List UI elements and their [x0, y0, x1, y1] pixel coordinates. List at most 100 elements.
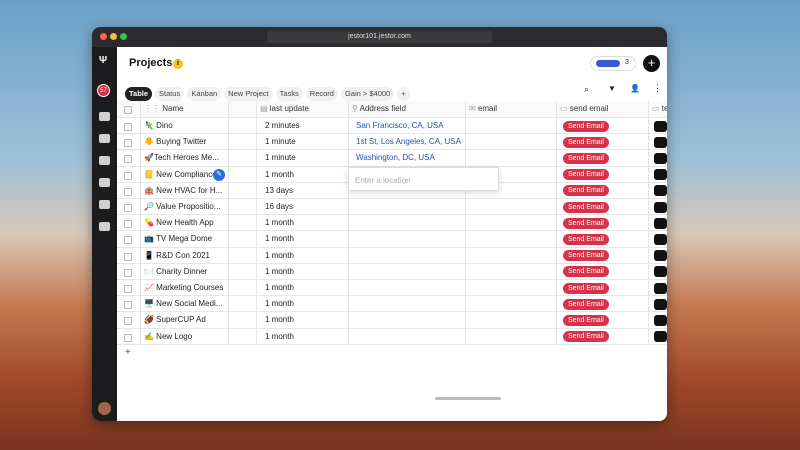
column-header[interactable]: ⚲ Address field	[352, 101, 457, 117]
last-update-cell[interactable]: 2 minutes	[265, 121, 300, 130]
user-avatar[interactable]	[98, 402, 111, 415]
te-cell-icon[interactable]	[654, 201, 667, 213]
send-email-button[interactable]: Send Email	[563, 233, 609, 245]
send-email-button[interactable]: Send Email	[563, 266, 609, 278]
scrollbar[interactable]	[435, 397, 501, 400]
name-cell[interactable]: 🦎 Dino	[144, 121, 173, 130]
url-bar[interactable]: jestor101.jestor.com	[267, 31, 492, 43]
tab[interactable]: Gain > $4000	[340, 87, 395, 101]
close[interactable]	[100, 33, 107, 40]
send-email-button[interactable]: Send Email	[563, 314, 609, 326]
checkbox[interactable]	[124, 285, 132, 293]
icon[interactable]	[99, 222, 110, 231]
user-icon[interactable]: 👤	[630, 84, 640, 93]
name-cell[interactable]: 📺 TV Mega Dome	[144, 234, 213, 244]
te-cell-icon[interactable]	[654, 331, 667, 343]
last-update-cell[interactable]: 16 days	[265, 202, 294, 211]
te-cell-icon[interactable]	[654, 136, 667, 148]
send-email-button[interactable]: Send Email	[563, 282, 609, 294]
te-cell-icon[interactable]	[654, 314, 667, 326]
send-email-button[interactable]: Send Email	[563, 185, 609, 197]
te-cell-icon[interactable]	[654, 185, 667, 197]
checkbox[interactable]	[124, 204, 132, 212]
checkbox[interactable]	[124, 123, 132, 131]
tab[interactable]: Tasks	[275, 87, 303, 101]
tab[interactable]: +	[397, 87, 410, 101]
column-header[interactable]: ▭ send email	[560, 101, 640, 117]
name-cell[interactable]: 💊 New Health App	[144, 218, 214, 228]
last-update-cell[interactable]: 1 month	[265, 283, 294, 292]
send-email-button[interactable]: Send Email	[563, 250, 609, 262]
last-update-cell[interactable]: 1 month	[265, 234, 294, 244]
column-header[interactable]: ✉ email	[469, 101, 548, 117]
te-cell-icon[interactable]	[654, 233, 667, 245]
te-cell-icon[interactable]	[654, 169, 667, 181]
checkbox[interactable]	[124, 236, 132, 245]
te-cell-icon[interactable]	[654, 152, 667, 164]
add-row[interactable]: +	[125, 346, 131, 358]
last-update-cell[interactable]: 1 month	[265, 299, 294, 309]
tab[interactable]: Record	[305, 87, 338, 101]
column-header[interactable]: ⋮⋮ Name	[144, 101, 220, 117]
send-email-button[interactable]: Send Email	[563, 152, 609, 164]
search-icon[interactable]: ⌕	[584, 84, 590, 94]
last-update-cell[interactable]: 1 month	[265, 315, 294, 325]
last-update-cell[interactable]: 1 minute	[265, 137, 296, 147]
send-email-button[interactable]: Send Email	[563, 136, 609, 148]
filter-icon[interactable]: ▼	[608, 84, 616, 93]
send-email-button[interactable]: Send Email	[563, 298, 609, 310]
send-email-button[interactable]: Send Email	[563, 217, 609, 229]
checkbox[interactable]	[124, 317, 132, 326]
name-cell[interactable]: 📈 Marketing Courses	[144, 283, 224, 292]
last-update-cell[interactable]: 1 month	[265, 250, 294, 260]
te-cell-icon[interactable]	[654, 282, 667, 294]
icon[interactable]	[99, 112, 110, 121]
name-cell[interactable]: 📒 New Compliance	[144, 169, 217, 179]
address-cell[interactable]: San Francisco, CA, USA	[356, 121, 444, 130]
last-update-cell[interactable]: 1 month	[265, 218, 294, 228]
last-update-cell[interactable]: 13 days	[265, 185, 294, 195]
column-header[interactable]: ▤ last update	[260, 101, 340, 117]
info-icon[interactable]: i	[173, 59, 183, 69]
send-email-button[interactable]: Send Email	[563, 331, 609, 343]
last-update-cell[interactable]: 1 month	[265, 331, 294, 341]
name-cell[interactable]: ✍️ New Logo	[144, 331, 193, 341]
tab[interactable]: Kanban	[187, 87, 222, 101]
logo[interactable]: Ψ	[99, 55, 108, 66]
send-email-button[interactable]: Send Email	[563, 201, 609, 213]
checkbox[interactable]	[124, 252, 132, 261]
last-update-cell[interactable]: 1 minute	[265, 153, 296, 163]
checkbox[interactable]	[124, 333, 132, 342]
icon[interactable]	[99, 200, 110, 209]
te-cell-icon[interactable]	[654, 266, 667, 278]
send-email-button[interactable]: Send Email	[563, 169, 609, 181]
checkbox[interactable]	[124, 268, 132, 277]
checkbox[interactable]	[124, 187, 132, 196]
address-cell[interactable]: Washington, DC, USA	[356, 153, 435, 163]
location-input[interactable]: Enter a location	[355, 176, 411, 185]
te-cell-icon[interactable]	[654, 217, 667, 229]
name-cell[interactable]: 🔎 Value Propositio...	[144, 202, 221, 211]
checkbox[interactable]	[124, 155, 132, 164]
checkbox[interactable]	[124, 106, 132, 114]
name-cell[interactable]: 🐥 Buying Twitter	[144, 137, 207, 147]
te-cell-icon[interactable]	[654, 250, 667, 262]
last-update-cell[interactable]: 1 month	[265, 169, 294, 179]
name-cell[interactable]: 📱 R&D Con 2021	[144, 250, 210, 260]
icon[interactable]	[99, 178, 110, 187]
name-cell[interactable]: 🚀Tech Heroes Me...	[144, 153, 219, 163]
checkbox[interactable]	[124, 139, 132, 148]
te-cell-icon[interactable]	[654, 120, 667, 132]
te-cell-icon[interactable]	[654, 298, 667, 310]
notification-badge[interactable]: 57	[97, 84, 110, 97]
add-button[interactable]: +	[643, 55, 660, 72]
edit-icon[interactable]: ✎	[213, 168, 225, 181]
tab[interactable]: Table	[125, 87, 153, 101]
checkbox[interactable]	[124, 220, 132, 229]
tab[interactable]: New Project	[224, 87, 273, 101]
icon[interactable]	[99, 134, 110, 143]
tab[interactable]: Status	[155, 87, 185, 101]
collaborators[interactable]: 3	[590, 56, 636, 71]
more-icon[interactable]: ⋮	[653, 83, 662, 93]
zoom[interactable]	[120, 33, 127, 40]
